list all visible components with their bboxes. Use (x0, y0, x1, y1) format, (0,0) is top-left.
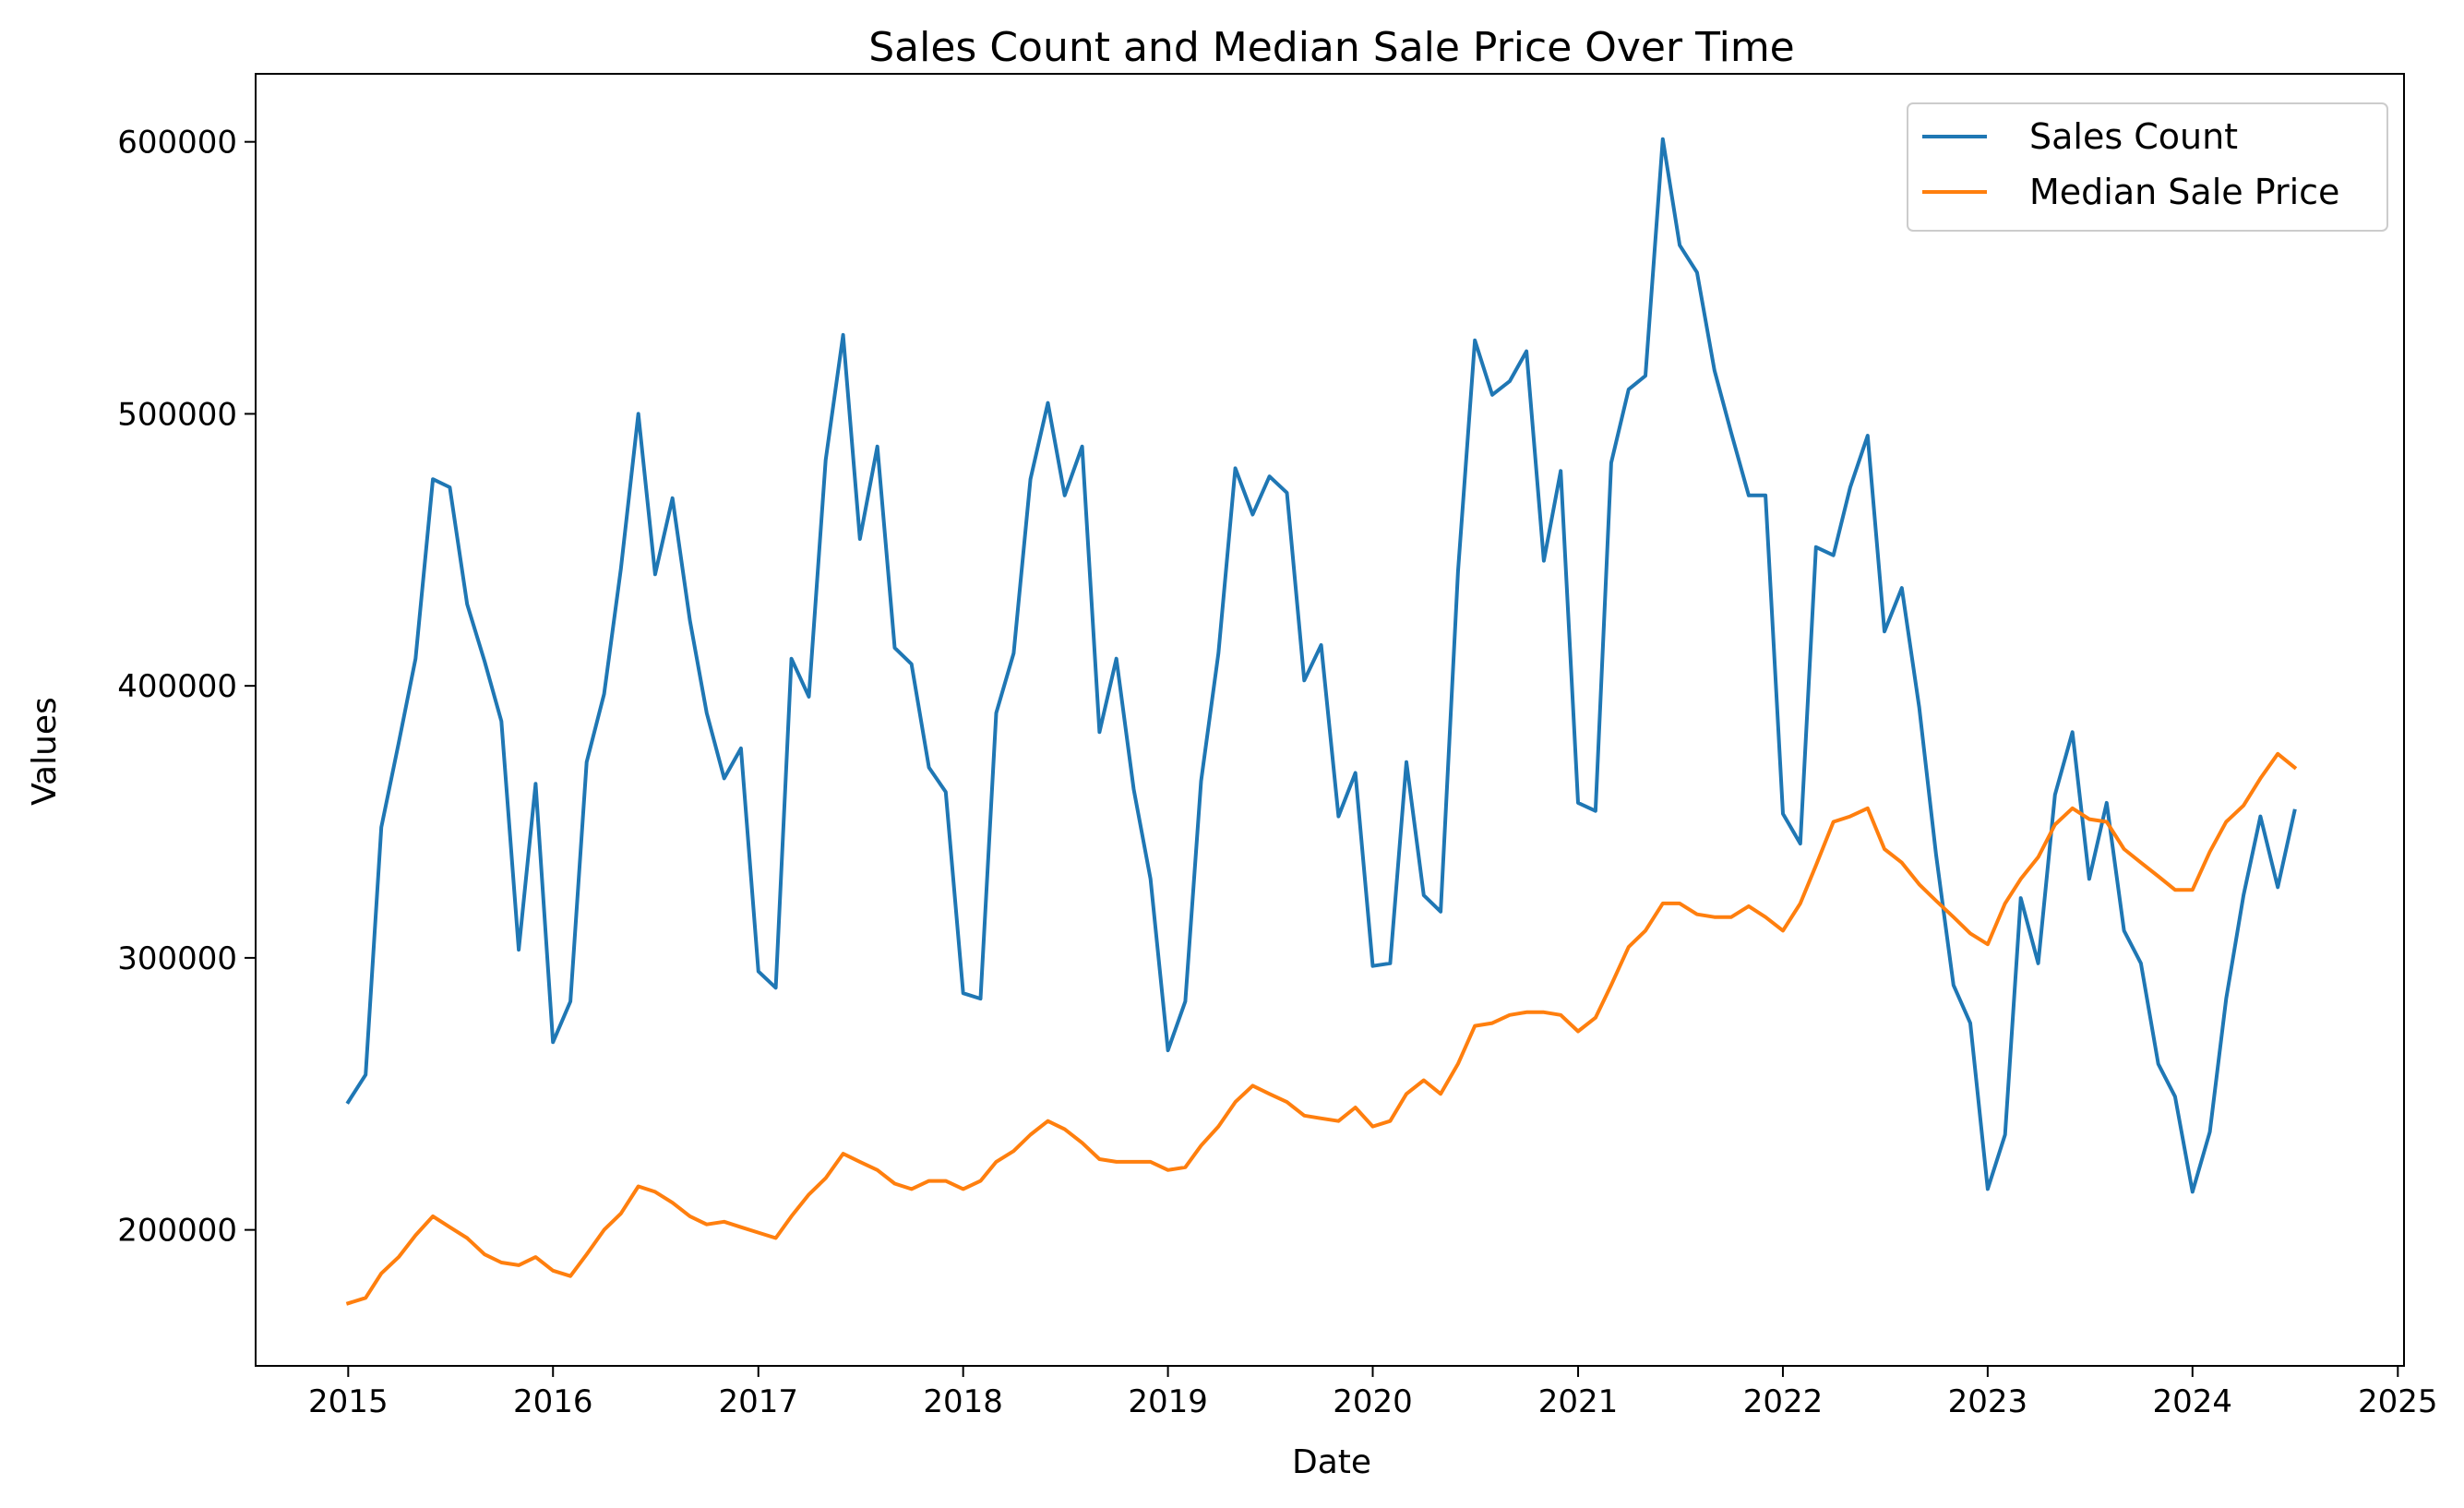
legend-label: Sales Count (2029, 116, 2238, 157)
y-tick-label: 500000 (117, 396, 237, 433)
y-tick-label: 400000 (117, 668, 237, 705)
x-tick-label: 2019 (1128, 1383, 1208, 1420)
legend-label: Median Sale Price (2029, 172, 2339, 212)
x-tick-label: 2017 (718, 1383, 798, 1420)
legend: Sales Count Median Sale Price (1907, 102, 2388, 232)
series-line-median-sale-price (345, 751, 2298, 1306)
series-layer (345, 137, 2298, 1306)
x-tick-label: 2018 (923, 1383, 1003, 1420)
x-tick-label: 2025 (2358, 1383, 2438, 1420)
y-axis: 200000 300000 400000 500000 600000 (117, 125, 256, 1250)
series-line-sales-count (345, 137, 2297, 1194)
plot-frame (255, 73, 2405, 1367)
x-tick-label: 2021 (1538, 1383, 1619, 1420)
x-tick-label: 2023 (1948, 1383, 2028, 1420)
x-axis-label: Date (1292, 1443, 1371, 1481)
y-axis-label: Values (26, 697, 64, 806)
legend-box (1907, 102, 2388, 232)
chart-title: Sales Count and Median Sale Price Over T… (868, 24, 1795, 71)
y-tick-label: 200000 (117, 1213, 237, 1250)
x-tick-label: 2024 (2153, 1383, 2233, 1420)
x-tick-label: 2015 (308, 1383, 389, 1420)
x-tick-label: 2016 (513, 1383, 593, 1420)
y-tick-label: 600000 (117, 125, 237, 162)
x-tick-label: 2020 (1333, 1383, 1413, 1420)
x-tick-label: 2022 (1743, 1383, 1824, 1420)
y-tick-label: 300000 (117, 940, 237, 977)
x-axis: 2015 2016 2017 2018 2019 2020 2021 2022 2023 2024… (308, 1366, 2438, 1420)
